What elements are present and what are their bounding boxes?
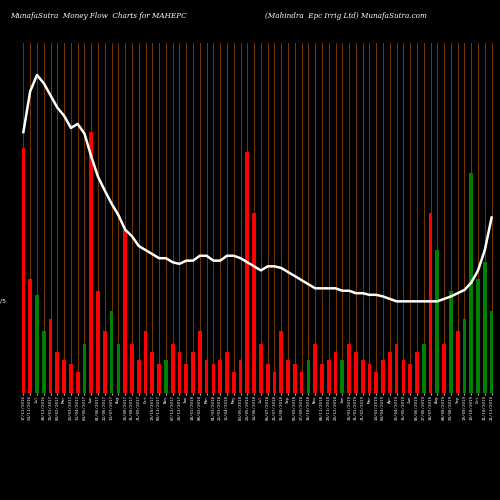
Bar	[334, 352, 338, 393]
Bar	[490, 311, 494, 392]
Bar	[150, 352, 154, 393]
Bar	[69, 364, 73, 392]
Bar	[218, 360, 222, 392]
Bar	[402, 360, 406, 392]
Bar	[22, 148, 26, 392]
Bar	[103, 332, 106, 392]
Bar	[246, 152, 249, 392]
Bar	[212, 364, 216, 392]
Bar	[42, 332, 45, 392]
Bar	[116, 344, 120, 392]
Bar	[96, 291, 100, 392]
Bar	[340, 360, 344, 392]
Bar	[259, 344, 263, 392]
Bar	[272, 372, 276, 392]
Bar	[35, 295, 39, 392]
Bar	[286, 360, 290, 392]
Bar	[456, 332, 460, 392]
Bar	[293, 364, 296, 392]
Bar	[436, 250, 439, 392]
Bar	[90, 132, 93, 392]
Bar	[191, 352, 195, 393]
Bar	[327, 360, 330, 392]
Bar	[483, 262, 486, 392]
Bar	[124, 230, 127, 392]
Bar	[374, 372, 378, 392]
Text: 4/5: 4/5	[0, 299, 6, 304]
Bar	[280, 332, 283, 392]
Bar	[82, 344, 86, 392]
Bar	[56, 352, 59, 393]
Bar	[157, 364, 161, 392]
Bar	[252, 214, 256, 392]
Bar	[62, 360, 66, 392]
Bar	[184, 364, 188, 392]
Text: MunafaSutra  Money Flow  Charts for MAHEPC: MunafaSutra Money Flow Charts for MAHEPC	[10, 12, 186, 20]
Bar	[76, 372, 80, 392]
Bar	[144, 332, 148, 392]
Bar	[266, 364, 270, 392]
Bar	[130, 344, 134, 392]
Bar	[442, 344, 446, 392]
Bar	[422, 344, 426, 392]
Bar	[306, 360, 310, 392]
Bar	[198, 332, 202, 392]
Bar	[137, 360, 140, 392]
Bar	[408, 364, 412, 392]
Bar	[476, 278, 480, 392]
Bar	[394, 344, 398, 392]
Bar	[225, 352, 229, 393]
Bar	[314, 344, 317, 392]
Bar	[449, 291, 453, 392]
Bar	[354, 352, 358, 393]
Bar	[381, 360, 385, 392]
Text: (Mahindra  Epc Irrig Ltd) MunafaSutra.com: (Mahindra Epc Irrig Ltd) MunafaSutra.com	[265, 12, 427, 20]
Bar	[178, 352, 182, 393]
Bar	[238, 360, 242, 392]
Bar	[171, 344, 174, 392]
Bar	[204, 360, 208, 392]
Bar	[470, 172, 473, 392]
Bar	[300, 372, 304, 392]
Bar	[361, 360, 364, 392]
Bar	[428, 214, 432, 392]
Bar	[28, 278, 32, 392]
Bar	[347, 344, 351, 392]
Bar	[388, 352, 392, 393]
Bar	[232, 372, 235, 392]
Bar	[110, 311, 114, 392]
Bar	[415, 352, 419, 393]
Bar	[164, 360, 168, 392]
Bar	[48, 319, 52, 392]
Bar	[368, 364, 372, 392]
Bar	[462, 319, 466, 392]
Bar	[320, 364, 324, 392]
